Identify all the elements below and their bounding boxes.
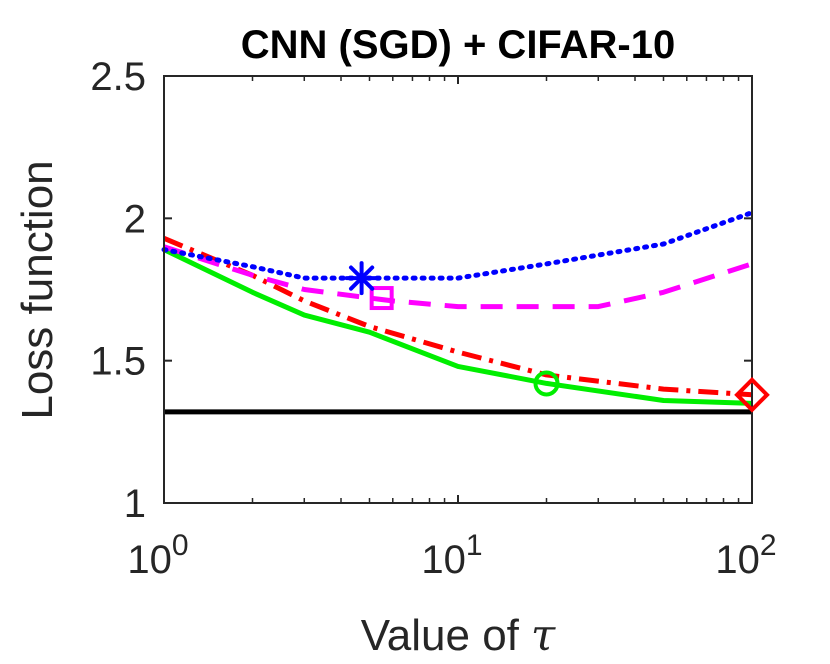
x-tick-base: 10	[715, 538, 760, 582]
x-tick-label: 100	[127, 529, 188, 582]
y-tick-label: 1.5	[90, 340, 146, 384]
series-line-blue-dotted	[161, 210, 755, 281]
x-tick-base: 10	[421, 538, 466, 582]
chart-title: CNN (SGD) + CIFAR-10	[241, 23, 676, 67]
series-line-green-solid	[162, 247, 753, 406]
y-axis-label: Loss function	[13, 160, 62, 419]
plot-area	[161, 75, 755, 504]
x-axis-label: Value of τ	[361, 610, 556, 661]
series-line-magenta-dashed	[163, 244, 753, 310]
series-line-red-dashdot	[163, 235, 753, 398]
x-tick-exponent: 1	[466, 529, 483, 562]
marker-square	[369, 286, 394, 311]
x-tick-base: 10	[127, 538, 172, 582]
marker-circle-green-solid	[533, 370, 560, 397]
y-tick-label: 1	[124, 482, 146, 526]
marker-diamond	[734, 376, 770, 413]
tau-symbol: τ	[531, 610, 556, 661]
y-tick-label: 2	[124, 197, 146, 241]
x-tick-exponent: 0	[172, 529, 189, 562]
marker-square-magenta-dashed	[369, 286, 394, 311]
x-tick-label: 101	[421, 529, 482, 582]
x-axis-label-text: Value of	[361, 611, 520, 660]
marker-circle	[533, 370, 560, 397]
series-layer	[161, 210, 755, 415]
plot-background	[164, 76, 752, 503]
marker-diamond-red-dashdot	[734, 376, 770, 413]
y-tick-label: 2.5	[90, 55, 146, 99]
marker-asterisk-arm	[348, 265, 375, 291]
x-tick-label: 102	[715, 529, 776, 582]
x-tick-exponent: 2	[760, 529, 777, 562]
marker-asterisk-blue-dotted	[344, 261, 379, 296]
tick-layer	[163, 75, 753, 504]
